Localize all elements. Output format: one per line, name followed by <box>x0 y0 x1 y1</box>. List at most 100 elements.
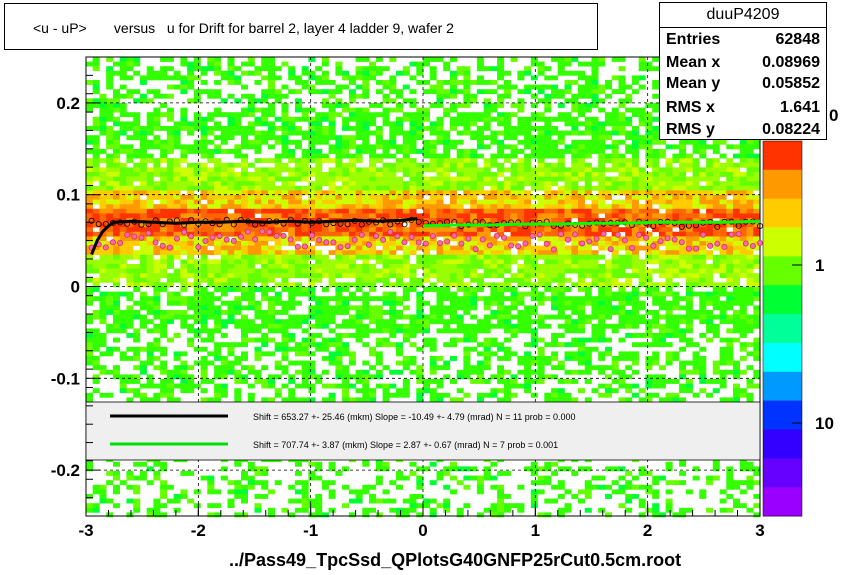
heatmap-cell <box>86 287 93 292</box>
heatmap-cell <box>106 190 114 196</box>
heatmap-cell <box>261 199 269 205</box>
heatmap-cell <box>396 227 403 233</box>
heatmap-cell <box>503 130 511 136</box>
heatmap-cell <box>490 204 498 210</box>
heatmap-cell <box>247 70 255 76</box>
heatmap-cell <box>396 130 403 136</box>
heatmap-cell <box>483 360 491 366</box>
heatmap-cell <box>335 70 343 76</box>
heatmap-cell <box>598 162 606 168</box>
heatmap-cell <box>470 213 478 219</box>
heatmap-cell <box>456 254 464 260</box>
heatmap-cell <box>450 107 457 113</box>
heatmap-cell <box>557 277 565 283</box>
heatmap-cell <box>544 103 552 108</box>
heatmap-cell <box>470 190 478 196</box>
heatmap-cell <box>571 282 579 288</box>
heatmap-cell <box>436 89 444 95</box>
heatmap-cell <box>591 254 599 260</box>
heatmap-cell <box>409 116 417 122</box>
heatmap-cell <box>382 93 390 99</box>
heatmap-cell <box>483 259 491 265</box>
heatmap-cell <box>571 319 579 325</box>
heatmap-cell <box>166 66 174 72</box>
heatmap-cell <box>564 130 572 136</box>
heatmap-cell <box>497 273 505 279</box>
heatmap-cell <box>483 351 491 357</box>
heatmap-cell <box>126 291 134 297</box>
heatmap-cell <box>463 305 471 311</box>
heatmap-cell <box>193 172 201 177</box>
heatmap-cell <box>490 374 498 380</box>
heatmap-cell <box>369 241 377 246</box>
heatmap-cell <box>530 305 538 311</box>
heatmap-cell <box>416 70 424 76</box>
heatmap-cell <box>362 392 370 398</box>
heatmap-cell <box>86 241 93 246</box>
heatmap-cell <box>463 181 471 187</box>
heatmap-cell <box>443 328 451 334</box>
heatmap-cell <box>106 153 114 159</box>
heatmap-cell <box>443 167 451 173</box>
heatmap-cell <box>524 139 532 145</box>
heatmap-cell <box>126 158 134 164</box>
heatmap-cell <box>497 300 505 306</box>
heatmap-cell <box>193 383 201 389</box>
heatmap-cell <box>463 130 471 136</box>
heatmap-cell <box>510 287 518 292</box>
heatmap-cell <box>193 204 201 210</box>
heatmap-cell <box>247 208 255 214</box>
heatmap-cell <box>328 461 336 467</box>
heatmap-cell <box>268 57 275 62</box>
heatmap-cell <box>261 130 269 136</box>
heatmap-cell <box>328 392 336 398</box>
heatmap-cell <box>544 461 552 467</box>
heatmap-cell <box>160 250 168 256</box>
heatmap-cell <box>342 126 350 131</box>
heatmap-cell <box>146 75 154 81</box>
heatmap-cell <box>362 130 370 136</box>
heatmap-cell <box>274 360 282 366</box>
heatmap-cell <box>268 323 275 329</box>
heatmap-cell <box>497 489 505 495</box>
heatmap-cell <box>294 195 302 200</box>
heatmap-cell <box>261 319 269 325</box>
heatmap-cell <box>355 379 363 384</box>
heatmap-cell <box>396 507 403 513</box>
heatmap-cell <box>362 89 370 95</box>
heatmap-cell <box>126 190 134 196</box>
heatmap-cell <box>254 254 262 260</box>
heatmap-cell <box>416 222 424 228</box>
heatmap-cell <box>557 61 565 67</box>
heatmap-cell <box>416 80 424 85</box>
heatmap-cell <box>187 264 195 269</box>
heatmap-cell <box>618 80 626 85</box>
heatmap-cell <box>564 287 572 292</box>
heatmap-cell <box>578 277 585 283</box>
heatmap-cell <box>294 480 302 486</box>
heatmap-cell <box>503 346 511 352</box>
heatmap-cell <box>416 277 424 283</box>
heatmap-cell <box>281 323 289 329</box>
heatmap-cell <box>551 365 559 371</box>
heatmap-cell <box>557 333 565 338</box>
heatmap-cell <box>92 80 100 85</box>
heatmap-cell <box>92 103 100 108</box>
heatmap-cell <box>315 176 323 182</box>
heatmap-cell <box>308 351 316 357</box>
heatmap-cell <box>301 112 309 118</box>
heatmap-cell <box>342 107 350 113</box>
heatmap-cell <box>557 172 565 177</box>
heatmap-cell <box>436 305 444 311</box>
heatmap-cell <box>456 208 464 214</box>
heatmap-cell <box>476 126 484 131</box>
heatmap-cell <box>335 254 343 260</box>
heatmap-cell <box>146 130 154 136</box>
heatmap-cell <box>476 231 484 237</box>
heatmap-cell <box>234 356 242 361</box>
heatmap-cell <box>591 241 599 246</box>
heatmap-cell <box>153 305 161 311</box>
heatmap-cell <box>470 264 478 269</box>
heatmap-cell <box>321 204 329 210</box>
heatmap-cell <box>227 75 235 81</box>
